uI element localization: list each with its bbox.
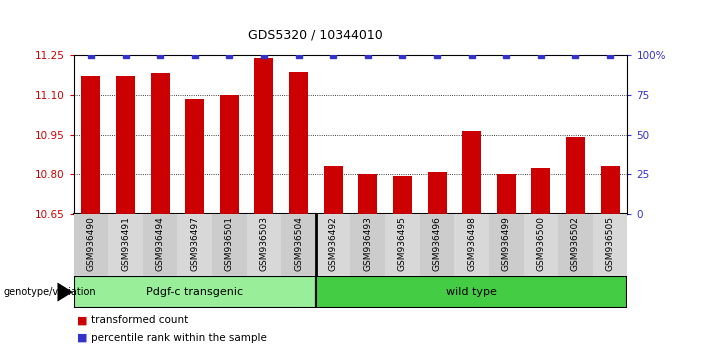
Text: GSM936498: GSM936498 [467, 216, 476, 271]
Bar [212, 214, 247, 276]
Bar [601, 166, 620, 214]
Text: GDS5320 / 10344010: GDS5320 / 10344010 [248, 29, 383, 42]
Bar [289, 72, 308, 214]
Text: Pdgf-c transgenic: Pdgf-c transgenic [147, 287, 243, 297]
Bar [393, 176, 412, 214]
Bar [454, 214, 489, 276]
Text: GSM936493: GSM936493 [363, 216, 372, 271]
Bar [558, 214, 593, 276]
Text: GSM936503: GSM936503 [259, 216, 268, 271]
Bar [281, 214, 316, 276]
Bar [177, 214, 212, 276]
Text: percentile rank within the sample: percentile rank within the sample [91, 333, 267, 343]
Bar [593, 214, 627, 276]
Bar [220, 95, 239, 214]
Text: GSM936499: GSM936499 [502, 216, 511, 271]
Bar [524, 214, 558, 276]
Bar [316, 276, 627, 308]
Text: genotype/variation: genotype/variation [4, 287, 96, 297]
Text: GSM936504: GSM936504 [294, 216, 303, 271]
Text: GSM936495: GSM936495 [398, 216, 407, 271]
Bar [350, 214, 385, 276]
Bar [489, 214, 524, 276]
Text: GSM936505: GSM936505 [606, 216, 615, 271]
Bar [116, 76, 135, 214]
Bar [497, 174, 516, 214]
Bar [143, 214, 177, 276]
Bar [254, 58, 273, 214]
Bar [358, 174, 377, 214]
Bar [531, 168, 550, 214]
Text: GSM936494: GSM936494 [156, 216, 165, 271]
Bar [428, 172, 447, 214]
Text: GSM936492: GSM936492 [329, 216, 338, 271]
Text: transformed count: transformed count [91, 315, 189, 325]
Text: ■: ■ [77, 333, 88, 343]
Bar [247, 214, 281, 276]
Text: GSM936501: GSM936501 [225, 216, 234, 271]
Polygon shape [57, 282, 73, 302]
Bar [108, 214, 143, 276]
Text: GSM936502: GSM936502 [571, 216, 580, 271]
Text: GSM936500: GSM936500 [536, 216, 545, 271]
Bar [385, 214, 420, 276]
Bar [316, 214, 350, 276]
Text: ■: ■ [77, 315, 88, 325]
Bar [420, 214, 454, 276]
Text: GSM936490: GSM936490 [86, 216, 95, 271]
Text: wild type: wild type [447, 287, 497, 297]
Bar [151, 74, 170, 214]
Bar [74, 214, 108, 276]
Bar [324, 166, 343, 214]
Text: GSM936491: GSM936491 [121, 216, 130, 271]
Bar [462, 131, 481, 214]
Bar [81, 76, 100, 214]
Bar [185, 99, 204, 214]
Text: GSM936496: GSM936496 [433, 216, 442, 271]
Bar [566, 137, 585, 214]
Bar [74, 276, 316, 308]
Text: GSM936497: GSM936497 [190, 216, 199, 271]
